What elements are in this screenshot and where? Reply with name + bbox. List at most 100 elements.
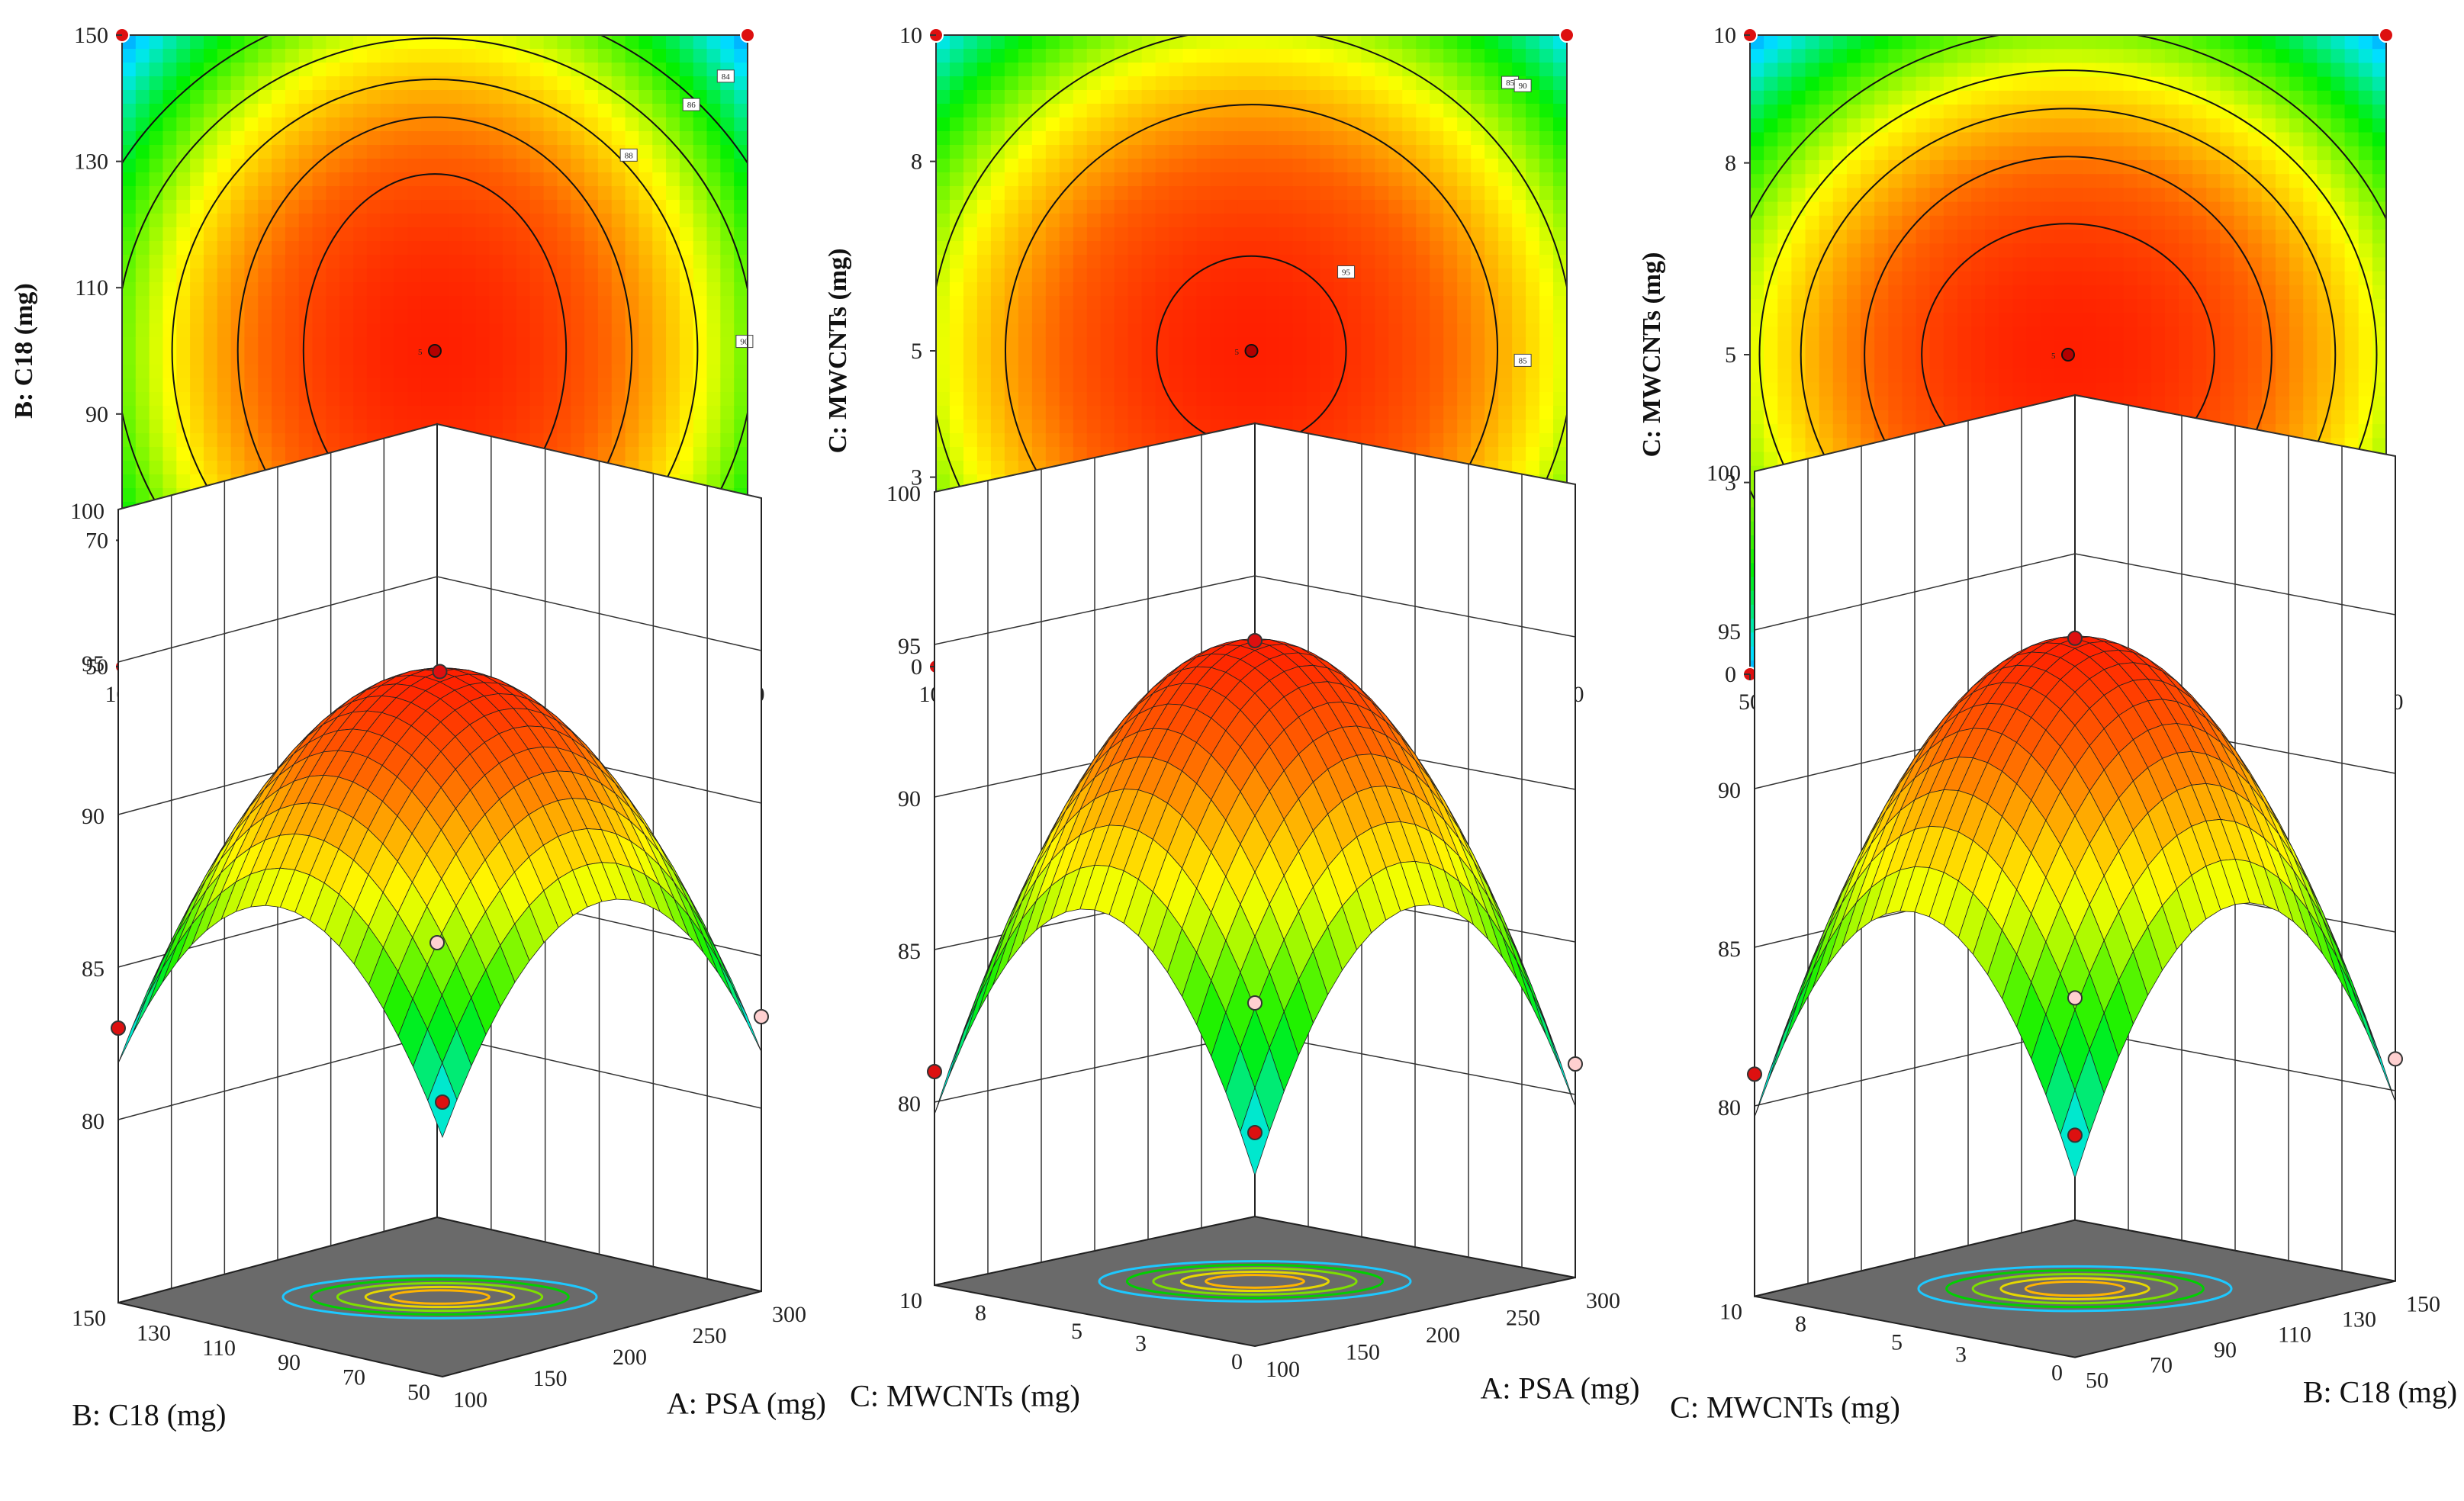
heat-cell — [1169, 63, 1184, 77]
heat-cell — [176, 172, 191, 187]
heat-cell — [326, 227, 341, 242]
heat-cell — [516, 419, 531, 434]
heat-cell — [1916, 132, 1931, 147]
heat-cell — [1031, 392, 1047, 407]
heat-cell — [571, 419, 585, 434]
heat-cell — [1888, 132, 1903, 147]
heat-cell — [1320, 365, 1335, 379]
heat-cell — [1791, 257, 1806, 272]
heat-cell — [936, 90, 951, 104]
heat-cell — [1861, 118, 1875, 133]
heat-cell — [1155, 35, 1170, 50]
heat-cell — [720, 461, 735, 475]
heat-cell — [1832, 424, 1848, 439]
heat-cell — [1819, 340, 1834, 355]
heat-cell — [1004, 365, 1019, 379]
heat-cell — [298, 172, 314, 187]
heat-cell — [1902, 215, 1917, 230]
heat-cell — [529, 351, 545, 365]
heat-cell — [706, 214, 722, 228]
heat-cell — [936, 200, 951, 214]
heat-cell — [1210, 282, 1225, 297]
heat-cell — [1045, 76, 1060, 91]
heat-cell — [639, 406, 654, 420]
heat-cell — [298, 241, 314, 256]
heat-cell — [720, 268, 735, 283]
heat-cell — [1457, 186, 1472, 201]
heat-cell — [1059, 296, 1074, 310]
heat-cell — [1943, 215, 1958, 230]
heat-cell — [1861, 424, 1875, 439]
heat-cell — [1141, 214, 1156, 228]
heat-cell — [1416, 172, 1431, 187]
heat-cell — [489, 365, 503, 379]
heat-cell — [1237, 241, 1253, 256]
heat-cell — [963, 461, 978, 475]
heat-cell — [217, 49, 232, 63]
heat-cell — [135, 406, 150, 420]
heat-cell — [611, 419, 626, 434]
heat-cell — [679, 351, 694, 365]
heat-cell — [1539, 186, 1554, 201]
heat-cell — [435, 90, 449, 104]
heat-cell — [149, 310, 164, 324]
contour-level-text: 90 — [740, 338, 749, 347]
heat-cell — [1832, 355, 1848, 370]
heat-cell — [162, 461, 178, 475]
heat-cell — [353, 117, 368, 132]
heat-cell — [1224, 186, 1239, 201]
heat-cell — [258, 227, 272, 242]
heat-cell — [448, 104, 463, 118]
heat-cell — [693, 159, 708, 173]
heat-cell — [529, 378, 545, 393]
heat-cell — [1916, 35, 1931, 50]
heat-cell — [1416, 241, 1431, 256]
heat-cell — [1127, 323, 1143, 338]
heat-cell — [1265, 145, 1280, 159]
heat-cell — [1430, 296, 1444, 310]
heat-cell — [462, 282, 477, 297]
heat-cell — [1526, 406, 1540, 420]
heat-cell — [1224, 172, 1239, 187]
heat-cell — [734, 200, 748, 214]
heat-cell — [272, 365, 286, 379]
heat-cell — [1196, 131, 1211, 146]
heat-cell — [516, 351, 531, 365]
heat-cell — [936, 282, 951, 297]
heat-cell — [1943, 146, 1958, 161]
heat-cell — [571, 90, 585, 104]
heat-cell — [1155, 145, 1170, 159]
heat-cell — [353, 63, 368, 77]
heat-cell — [122, 131, 137, 146]
heat-cell — [1791, 49, 1806, 64]
heat-cell — [1791, 104, 1806, 120]
heat-cell — [1073, 323, 1088, 338]
heat-cell — [1169, 90, 1184, 104]
heat-cell — [625, 63, 640, 77]
heat-cell — [1086, 131, 1102, 146]
heat-cell — [734, 117, 748, 132]
heat-cell — [679, 76, 694, 91]
heat-cell — [990, 310, 1005, 324]
heat-cell — [1512, 296, 1526, 310]
heat-cell — [1777, 35, 1793, 50]
heat-cell — [679, 227, 694, 242]
heat-cell — [1320, 323, 1335, 338]
heat-cell — [1182, 172, 1198, 187]
heat-cell — [1196, 90, 1211, 104]
heat-cell — [557, 200, 572, 214]
heat-cell — [1086, 255, 1102, 269]
heat-cell — [1457, 214, 1472, 228]
heat-cell — [339, 337, 354, 352]
heat-cell — [1430, 63, 1444, 77]
heat-cell — [421, 200, 436, 214]
heat-cell — [1031, 227, 1047, 242]
heat-cell — [1402, 365, 1417, 379]
heat-cell — [584, 117, 599, 132]
heat-cell — [162, 200, 178, 214]
heat-cell — [1265, 392, 1280, 407]
heat-cell — [339, 76, 354, 91]
heat-cell — [1265, 310, 1280, 324]
heat-cell — [394, 255, 409, 269]
heat-cell — [203, 227, 218, 242]
